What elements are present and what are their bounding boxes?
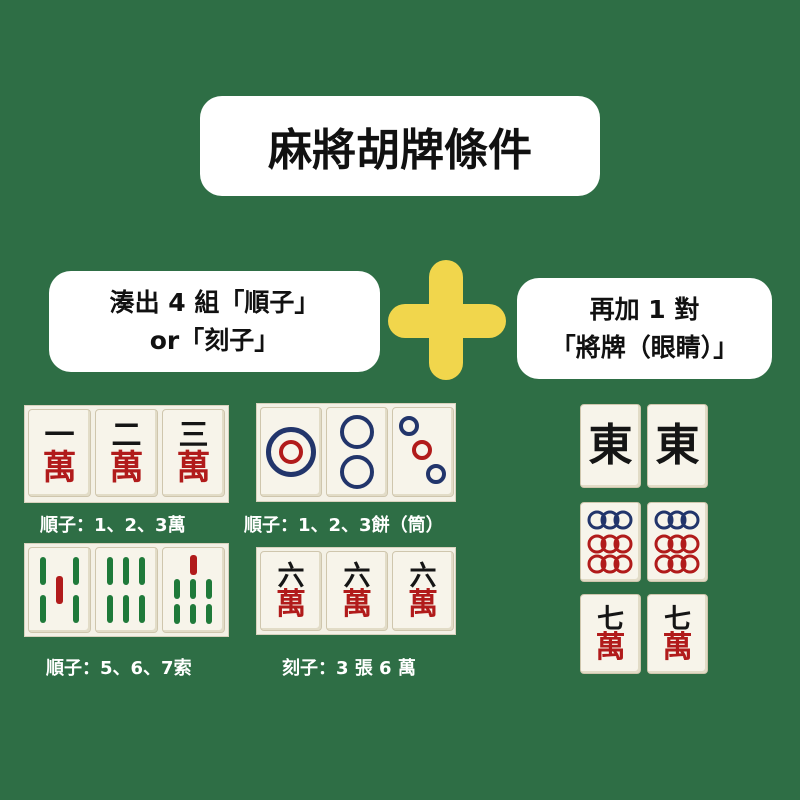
tile-number: 七 bbox=[664, 603, 691, 635]
tile-number: 一 bbox=[44, 418, 75, 453]
tile-number: 二 bbox=[111, 418, 142, 453]
pair-pin-tile-1 bbox=[580, 502, 641, 582]
circle-icon bbox=[399, 416, 419, 436]
pin-run-group bbox=[256, 403, 456, 502]
bamboo-7-icon bbox=[174, 555, 212, 624]
tile-number: 六 bbox=[343, 560, 371, 592]
wan-tile-3: 三 萬 bbox=[162, 409, 225, 497]
tile-suit: 萬 bbox=[176, 448, 211, 488]
pair-pin-tile-2 bbox=[647, 502, 708, 582]
sets-requirement-line2: or「刻子」 bbox=[149, 325, 280, 355]
triplet-caption: 刻子：3 張 6 萬 bbox=[282, 658, 416, 679]
triplet-tile-3: 六 萬 bbox=[392, 551, 454, 631]
wan-tile-1: 一 萬 bbox=[28, 409, 91, 497]
pair-requirement-line1: 再加 1 對 bbox=[589, 294, 700, 324]
page-title: 麻將胡牌條件 bbox=[268, 125, 532, 176]
tile-char: 東 bbox=[655, 420, 700, 471]
pin-tile-1 bbox=[260, 407, 322, 497]
tile-number: 六 bbox=[409, 560, 437, 592]
tile-char: 東 bbox=[588, 420, 633, 471]
pin-tile-3 bbox=[392, 407, 454, 497]
sets-requirement-card: 湊出 4 組「順子」 or「刻子」 bbox=[49, 271, 380, 372]
pair-east-tile-2: 東 bbox=[647, 404, 708, 488]
pair-requirement-card: 再加 1 對 「將牌（眼睛）」 bbox=[517, 278, 772, 379]
tile-number: 三 bbox=[178, 418, 209, 453]
circle-center-icon bbox=[279, 440, 303, 464]
plus-icon-bar bbox=[388, 304, 506, 338]
circle-icon bbox=[340, 414, 374, 449]
pin-run-caption: 順子：1、2、3餅（筒） bbox=[244, 515, 444, 536]
triplet-tile-1: 六 萬 bbox=[260, 551, 322, 631]
tile-suit: 萬 bbox=[662, 629, 693, 665]
bamboo-6-icon bbox=[107, 557, 145, 623]
pin-tile-2 bbox=[326, 407, 388, 497]
tile-number: 七 bbox=[597, 603, 624, 635]
wan-run-group: 一 萬 二 萬 三 萬 bbox=[24, 405, 229, 503]
triplet-group: 六 萬 六 萬 六 萬 bbox=[256, 547, 456, 635]
circles-6-icon bbox=[587, 510, 633, 574]
tile-suit: 萬 bbox=[342, 586, 372, 622]
tile-suit: 萬 bbox=[109, 448, 144, 488]
pair-requirement-line2: 「將牌（眼睛）」 bbox=[550, 332, 739, 362]
circles-6-icon bbox=[654, 510, 700, 574]
tile-suit: 萬 bbox=[595, 629, 626, 665]
pair-seven-tile-1: 七 萬 bbox=[580, 594, 641, 674]
tile-suit: 萬 bbox=[42, 448, 77, 488]
sou-tile-7 bbox=[162, 547, 225, 633]
sou-tile-6 bbox=[95, 547, 158, 633]
bamboo-5-icon bbox=[40, 557, 79, 623]
sets-requirement-line1: 湊出 4 組「順子」 bbox=[109, 287, 320, 317]
tile-suit: 萬 bbox=[276, 586, 306, 622]
title-card: 麻將胡牌條件 bbox=[200, 96, 600, 196]
circle-icon bbox=[426, 464, 446, 484]
sou-tile-5 bbox=[28, 547, 91, 633]
circle-icon bbox=[412, 440, 432, 460]
wan-tile-2: 二 萬 bbox=[95, 409, 158, 497]
sou-run-group bbox=[24, 543, 229, 637]
tile-number: 六 bbox=[277, 560, 305, 592]
pair-east-tile-1: 東 bbox=[580, 404, 641, 488]
triplet-tile-2: 六 萬 bbox=[326, 551, 388, 631]
wan-run-caption: 順子：1、2、3萬 bbox=[40, 515, 186, 536]
pair-seven-tile-2: 七 萬 bbox=[647, 594, 708, 674]
tile-suit: 萬 bbox=[408, 586, 438, 622]
circle-icon bbox=[340, 455, 374, 490]
sou-run-caption: 順子：5、6、7索 bbox=[46, 658, 192, 679]
big-circle-icon bbox=[266, 427, 316, 477]
